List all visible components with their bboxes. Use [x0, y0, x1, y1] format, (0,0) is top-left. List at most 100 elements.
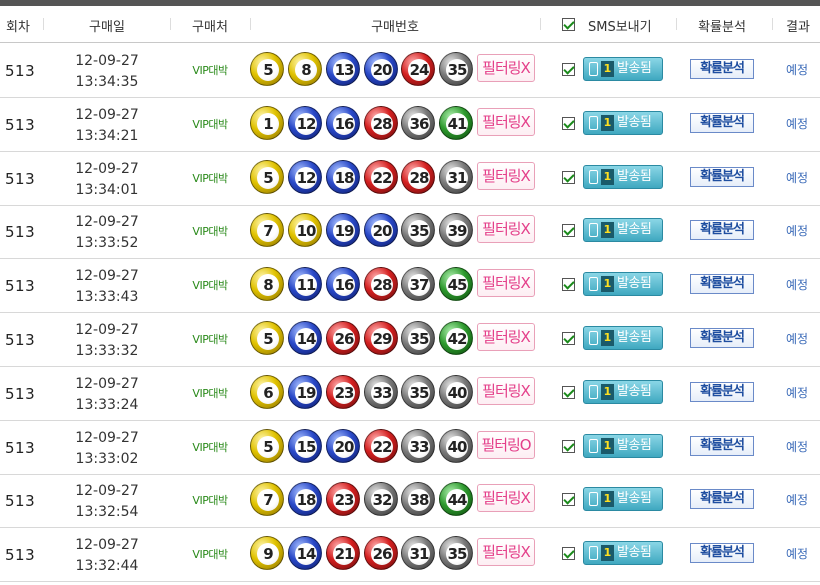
lotto-ball: 10 — [288, 213, 322, 248]
result-status: 예정 — [786, 170, 809, 185]
table-row: 513 12-09-27 13:34:35 VIP대박 5 8 13 20 24 35 필터링X 1 발… — [0, 44, 820, 98]
probability-analysis-button[interactable]: 확률분석 — [690, 435, 754, 456]
round-number: 513 — [5, 277, 36, 296]
lotto-ball-number: 28 — [409, 168, 430, 187]
sms-status-label: 발송됨 — [617, 437, 652, 453]
filter-badge[interactable]: 필터링X — [477, 107, 535, 136]
filter-badge[interactable]: 필터링X — [477, 54, 535, 82]
sms-checkbox[interactable] — [562, 224, 575, 238]
filter-badge[interactable]: 필터링X — [477, 538, 535, 567]
sms-status-label: 발송됨 — [617, 545, 652, 561]
sms-sent-button[interactable]: 1 발송됨 — [583, 110, 663, 135]
result-status: 예정 — [786, 63, 809, 77]
purchase-date: 12-09-27 — [75, 483, 139, 500]
sms-count: 1 — [601, 491, 614, 508]
sms-count: 1 — [601, 168, 614, 185]
lotto-ball: 20 — [326, 428, 360, 463]
lotto-ball-number: 40 — [447, 383, 468, 402]
lotto-ball-number: 19 — [334, 222, 355, 241]
lotto-ball: 8 — [250, 267, 284, 302]
lotto-ball-number: 5 — [263, 330, 273, 348]
sms-sent-button[interactable]: 1 발송됨 — [583, 487, 663, 512]
lotto-ball: 31 — [439, 159, 473, 194]
purchase-store: VIP대박 — [192, 171, 228, 185]
purchase-time: 13:32:54 — [75, 504, 139, 521]
lotto-ball-number: 6 — [263, 383, 273, 402]
probability-analysis-button[interactable]: 확률분석 — [690, 381, 754, 402]
purchase-date: 12-09-27 — [75, 429, 139, 446]
probability-analysis-button[interactable]: 확률분석 — [690, 59, 754, 79]
lotto-ball: 28 — [364, 105, 398, 140]
sms-status-label: 발송됨 — [617, 491, 652, 507]
table-row: 513 12-09-27 13:32:44 VIP대박 9 14 21 26 31 35 필터링X 1… — [0, 528, 820, 583]
table-row: 513 12-09-27 13:34:21 VIP대박 1 12 16 28 36 41 필터링X 1… — [0, 98, 820, 152]
sms-checkbox[interactable] — [562, 278, 575, 292]
sms-sent-button[interactable]: 1 발송됨 — [583, 57, 663, 81]
sms-sent-button[interactable]: 1 발송됨 — [583, 379, 663, 404]
lotto-ball-number: 23 — [334, 491, 355, 510]
sms-checkbox[interactable] — [562, 493, 575, 507]
header-date: 구매일 — [89, 20, 125, 35]
sms-select-all-checkbox[interactable] — [562, 18, 575, 31]
filter-badge[interactable]: 필터링X — [477, 376, 535, 405]
lotto-ball-number: 1 — [263, 114, 273, 133]
sms-checkbox[interactable] — [562, 547, 575, 561]
lotto-ball-number: 35 — [409, 383, 430, 402]
probability-analysis-button[interactable]: 확률분석 — [690, 328, 754, 348]
purchase-date: 12-09-27 — [75, 268, 139, 285]
lotto-ball-number: 44 — [447, 491, 468, 510]
lotto-ball-number: 40 — [447, 437, 468, 456]
sms-sent-button[interactable]: 1 발송됨 — [583, 218, 663, 243]
probability-analysis-button[interactable]: 확률분석 — [690, 220, 754, 241]
header-divider — [676, 18, 677, 30]
sms-sent-button[interactable]: 1 발송됨 — [583, 541, 663, 566]
result-status: 예정 — [786, 493, 809, 508]
filter-badge[interactable]: 필터링X — [477, 161, 535, 190]
probability-analysis-button[interactable]: 확률분석 — [690, 274, 754, 295]
sms-sent-button[interactable]: 1 발송됨 — [583, 164, 663, 189]
purchase-datetime: 12-09-27 13:32:54 — [62, 481, 152, 523]
sms-count: 1 — [601, 545, 614, 562]
sms-checkbox[interactable] — [562, 332, 575, 345]
filter-badge[interactable]: 필터링O — [477, 430, 535, 459]
purchase-store: VIP대박 — [192, 386, 228, 400]
lotto-ball-number: 8 — [263, 276, 273, 295]
phone-icon — [589, 438, 598, 453]
sms-checkbox[interactable] — [562, 63, 575, 76]
probability-analysis-button[interactable]: 확률분석 — [690, 166, 754, 187]
sms-sent-button[interactable]: 1 발송됨 — [583, 326, 663, 350]
sms-checkbox[interactable] — [562, 116, 575, 130]
filter-badge[interactable]: 필터링X — [477, 323, 535, 351]
filter-badge[interactable]: 필터링X — [477, 215, 535, 244]
sms-checkbox[interactable] — [562, 385, 575, 399]
lotto-ball: 16 — [326, 267, 360, 302]
sms-sent-button[interactable]: 1 발송됨 — [583, 433, 663, 458]
sms-sent-button[interactable]: 1 발송됨 — [583, 272, 663, 297]
filter-badge[interactable]: 필터링X — [477, 269, 535, 298]
lotto-ball: 23 — [326, 374, 360, 409]
lotto-ball-number: 20 — [334, 437, 355, 456]
lotto-ball: 18 — [288, 482, 322, 517]
filter-badge[interactable]: 필터링X — [477, 484, 535, 513]
round-number: 513 — [5, 62, 36, 80]
lotto-ball-number: 42 — [447, 330, 468, 348]
sms-count: 1 — [601, 222, 614, 239]
table-row: 513 12-09-27 13:33:24 VIP대박 6 19 23 33 35 40 필터링X 1… — [0, 367, 820, 421]
lotto-ball-number: 16 — [334, 114, 355, 133]
phone-icon — [589, 277, 598, 292]
lotto-ball: 15 — [288, 428, 322, 463]
lotto-ball: 7 — [250, 482, 284, 517]
lotto-ball-number: 7 — [263, 491, 273, 510]
probability-analysis-button[interactable]: 확률분석 — [690, 112, 754, 133]
purchase-datetime: 12-09-27 13:34:35 — [62, 51, 152, 93]
lotto-ball: 35 — [439, 52, 473, 86]
sms-count: 1 — [601, 276, 614, 293]
sms-count: 1 — [601, 114, 614, 131]
probability-analysis-button[interactable]: 확률분석 — [690, 489, 754, 510]
lotto-ball: 14 — [288, 321, 322, 355]
sms-checkbox[interactable] — [562, 170, 575, 184]
sms-checkbox[interactable] — [562, 439, 575, 453]
purchase-datetime: 12-09-27 13:33:32 — [62, 320, 152, 362]
purchase-time: 13:34:35 — [75, 74, 139, 90]
probability-analysis-button[interactable]: 확률분석 — [690, 543, 754, 564]
